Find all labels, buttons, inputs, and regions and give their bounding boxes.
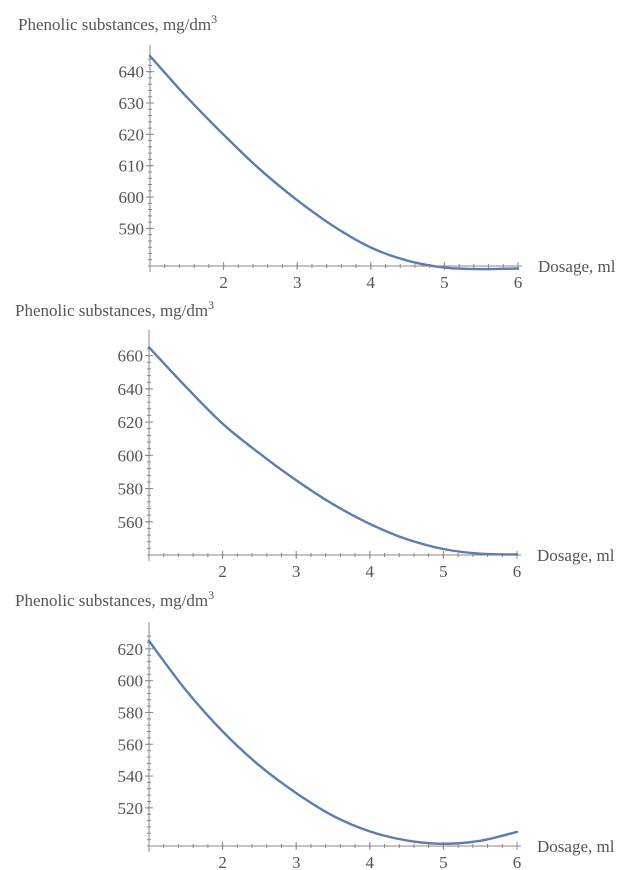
y-tick-label: 630 <box>119 94 145 113</box>
y-tick-label: 560 <box>118 735 144 754</box>
chart-panel-1: Phenolic substances, mg/dm3 2 3 4 5 6 Dosage, … <box>18 12 616 292</box>
x-tick-label: 4 <box>366 853 375 870</box>
series-line-1 <box>149 641 517 844</box>
y-tick-label: 620 <box>119 125 145 144</box>
x-tick-label: 4 <box>366 562 375 581</box>
y-axis-label: Phenolic substances, mg/dm3 <box>18 12 217 34</box>
y-tick-label: 600 <box>118 672 144 691</box>
x-tick-label: 3 <box>292 562 301 581</box>
x-axis-label: Dosage, ml <box>537 837 615 856</box>
x-tick-label: 6 <box>514 273 523 292</box>
x-tick-label: 6 <box>513 562 522 581</box>
y-tick-label: 600 <box>119 188 145 207</box>
chart-panel-2: Phenolic substances, mg/dm3 2 3 4 5 6 Dosage, … <box>15 298 615 581</box>
y-axis-label: Phenolic substances, mg/dm3 <box>15 588 214 610</box>
x-tick-label: 2 <box>218 562 227 581</box>
y-axis-label: Phenolic substances, mg/dm3 <box>15 298 214 320</box>
y-tick-label: 560 <box>118 513 144 532</box>
x-tick-label: 5 <box>439 562 448 581</box>
series-line-1 <box>150 56 518 269</box>
y-tick-label: 590 <box>119 219 145 238</box>
y-tick-label: 580 <box>118 703 144 722</box>
y-tick-label: 610 <box>119 157 145 176</box>
y-tick-label: 540 <box>118 767 144 786</box>
x-tick-label: 6 <box>513 853 522 870</box>
x-tick-label: 5 <box>440 273 449 292</box>
x-axis-label: Dosage, ml <box>537 546 615 565</box>
y-tick-label: 620 <box>118 413 144 432</box>
x-tick-label: 2 <box>218 853 227 870</box>
y-tick-label: 660 <box>118 347 144 366</box>
y-tick-label: 520 <box>118 799 144 818</box>
x-axis-label: Dosage, ml <box>538 257 616 276</box>
y-tick-label: 580 <box>118 480 144 499</box>
x-tick-label: 2 <box>219 273 228 292</box>
x-tick-label: 5 <box>439 853 448 870</box>
x-tick-label: 3 <box>293 273 302 292</box>
y-tick-label: 640 <box>118 380 144 399</box>
y-tick-label: 640 <box>119 63 145 82</box>
x-tick-label: 3 <box>292 853 301 870</box>
y-tick-label: 620 <box>118 640 144 659</box>
series-line-1 <box>149 347 517 554</box>
x-tick-label: 4 <box>367 273 376 292</box>
y-tick-label: 600 <box>118 446 144 465</box>
chart-panel-3: Phenolic substances, mg/dm3 2 3 4 5 6 Dosage, … <box>15 588 615 870</box>
